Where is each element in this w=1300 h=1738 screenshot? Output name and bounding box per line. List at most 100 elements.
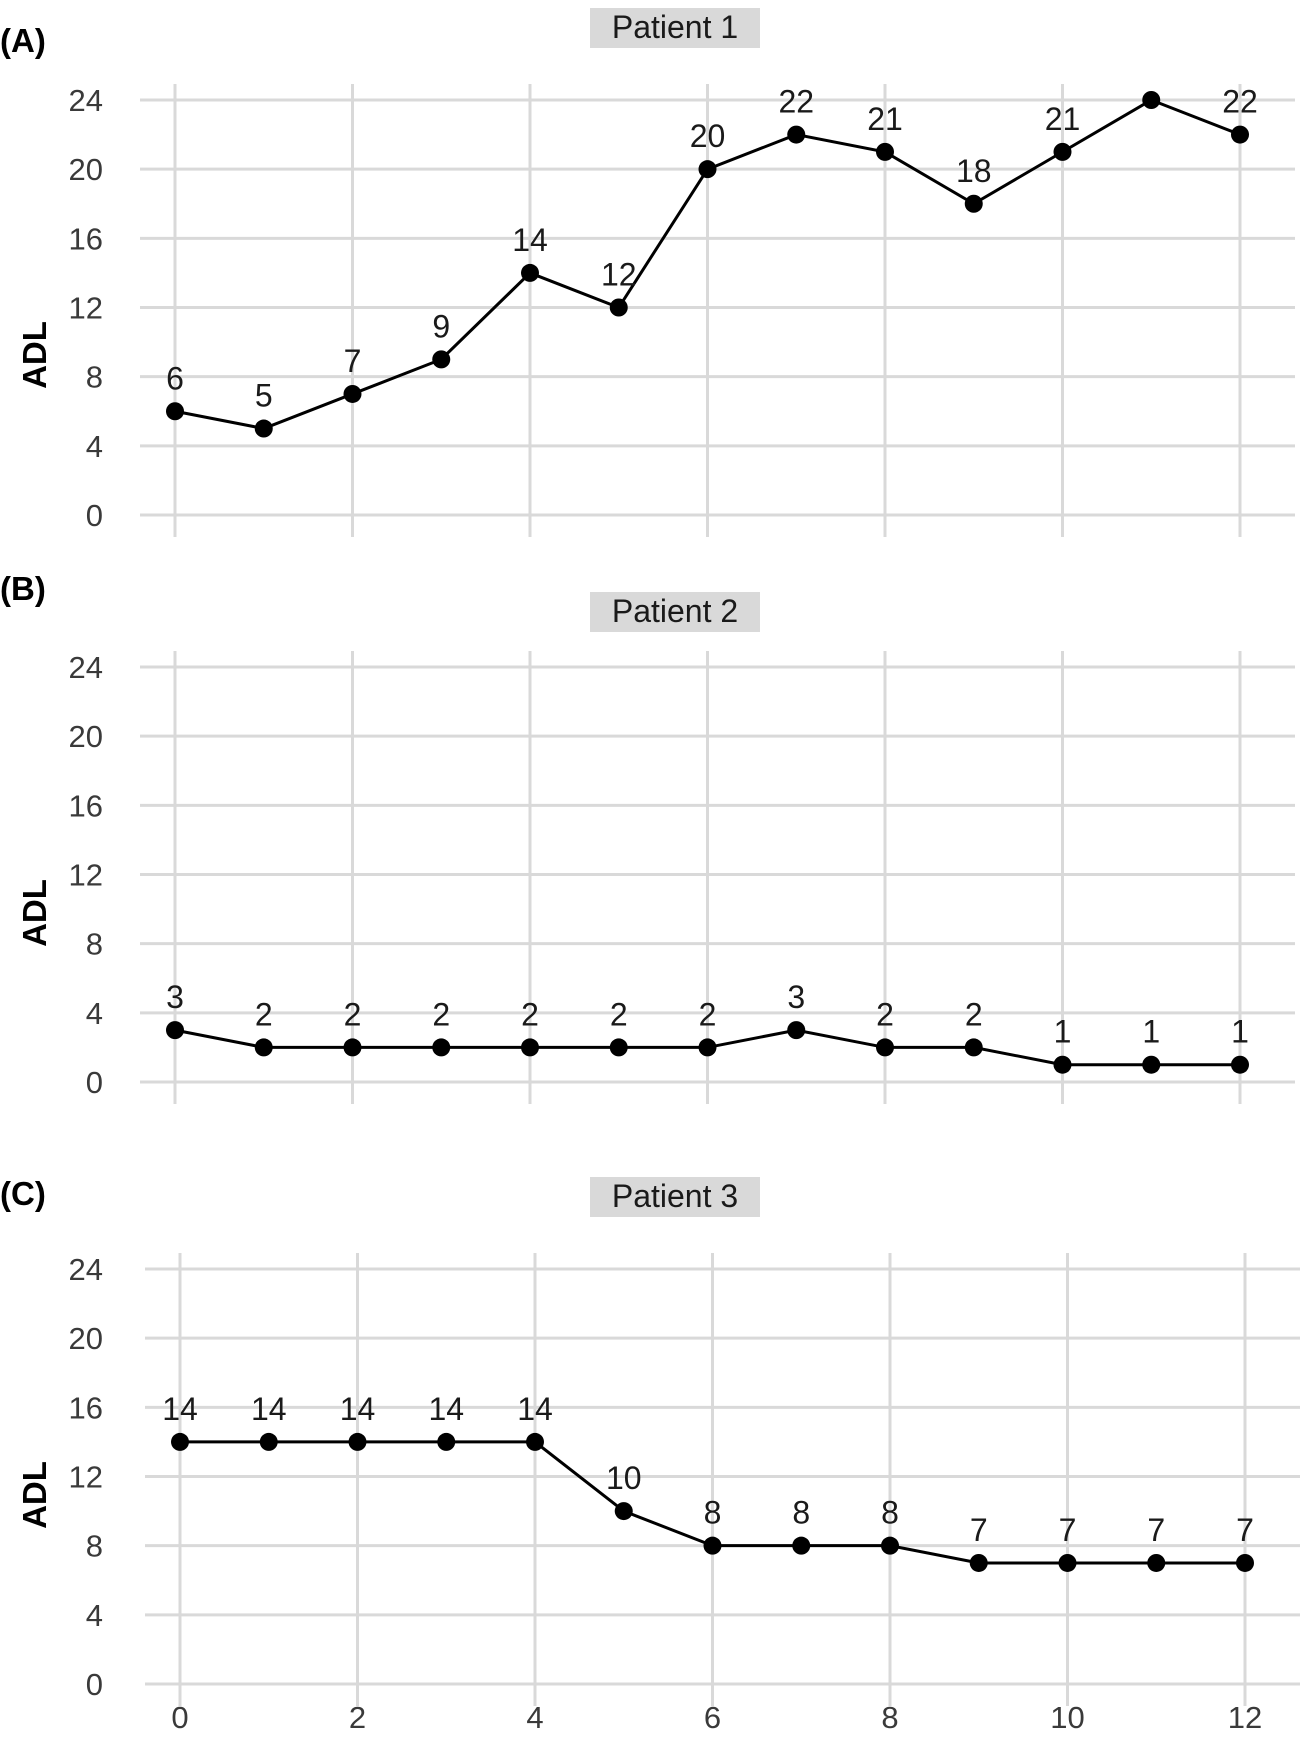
data-label: 6 — [166, 360, 184, 396]
data-label: 14 — [512, 222, 548, 258]
data-label: 18 — [956, 153, 992, 189]
y-tick-label: 12 — [69, 858, 103, 893]
data-label: 2 — [521, 996, 539, 1032]
data-label: 7 — [1147, 1512, 1165, 1548]
data-label: 2 — [432, 996, 450, 1032]
data-point — [521, 263, 539, 282]
x-tick-label: 2 — [349, 1700, 366, 1735]
data-label: 2 — [876, 996, 894, 1032]
data-point — [526, 1432, 544, 1451]
data-point — [171, 1432, 189, 1451]
y-tick-label: 16 — [69, 221, 103, 256]
data-label: 1 — [1231, 1014, 1249, 1050]
data-point — [437, 1432, 456, 1451]
y-tick-label: 24 — [69, 83, 103, 118]
data-point — [254, 1038, 273, 1057]
data-label: 1 — [1142, 1014, 1160, 1050]
data-point — [432, 350, 451, 369]
data-label: 2 — [344, 996, 362, 1032]
title-strip — [590, 592, 760, 632]
chart-title: Patient 2 — [612, 593, 738, 629]
data-point — [343, 1038, 362, 1057]
data-label: 14 — [517, 1391, 553, 1427]
data-point — [259, 1432, 278, 1451]
data-label: 12 — [601, 257, 637, 293]
data-label: 7 — [1236, 1512, 1254, 1548]
data-label: 2 — [610, 996, 628, 1032]
y-tick-label: 4 — [86, 1598, 103, 1633]
data-point — [614, 1502, 633, 1521]
data-label: 21 — [1045, 101, 1081, 137]
x-tick-label: 12 — [1228, 1700, 1262, 1735]
data-point — [1142, 1055, 1161, 1074]
y-tick-label: 8 — [86, 1529, 103, 1564]
data-point — [166, 1021, 184, 1040]
data-point — [703, 1536, 722, 1555]
y-tick-label: 20 — [69, 719, 103, 754]
data-point — [792, 1536, 811, 1555]
data-point — [1058, 1553, 1077, 1572]
y-tick-label: 4 — [86, 429, 103, 464]
data-label: 2 — [699, 996, 717, 1032]
panel-tag: (B) — [0, 570, 46, 607]
data-label: 1 — [1054, 1014, 1072, 1050]
y-tick-label: 0 — [86, 1065, 103, 1100]
data-label: 22 — [778, 84, 814, 120]
data-label: 14 — [251, 1391, 287, 1427]
data-point — [166, 402, 184, 421]
data-point — [1053, 1055, 1072, 1074]
y-tick-label: 4 — [86, 996, 103, 1031]
data-point — [787, 1021, 806, 1040]
data-point — [876, 142, 894, 161]
y-tick-label: 24 — [69, 1252, 103, 1287]
y-tick-label: 12 — [69, 1460, 103, 1495]
data-label: 7 — [970, 1512, 988, 1548]
y-tick-label: 8 — [86, 927, 103, 962]
data-label: 5 — [255, 378, 273, 414]
y-tick-label: 24 — [69, 650, 103, 685]
y-tick-label: 8 — [86, 360, 103, 395]
data-point — [432, 1038, 451, 1057]
data-point — [609, 298, 628, 317]
data-label: 3 — [166, 979, 184, 1015]
data-point — [254, 419, 273, 438]
y-axis-label: ADL — [16, 321, 53, 389]
data-point — [348, 1432, 367, 1451]
chart-title: Patient 1 — [612, 9, 738, 45]
data-point — [1053, 142, 1072, 161]
x-tick-label: 8 — [881, 1700, 898, 1735]
data-point — [881, 1536, 899, 1555]
y-tick-label: 20 — [69, 1321, 103, 1356]
data-label: 7 — [344, 343, 362, 379]
panel-tag: (A) — [0, 22, 46, 59]
y-tick-label: 0 — [86, 1667, 103, 1702]
data-point — [964, 1038, 983, 1057]
data-label: 14 — [340, 1391, 376, 1427]
data-point — [609, 1038, 628, 1057]
y-tick-label: 20 — [69, 152, 103, 187]
y-axis-label: ADL — [16, 1461, 53, 1529]
data-point — [1142, 91, 1161, 109]
x-tick-label: 0 — [171, 1700, 188, 1735]
data-label: 8 — [792, 1495, 810, 1531]
title-strip — [590, 1177, 760, 1217]
data-label: 3 — [787, 979, 805, 1015]
data-label: 22 — [1222, 84, 1258, 120]
data-label: 8 — [704, 1495, 722, 1531]
y-tick-label: 0 — [86, 498, 103, 533]
data-point — [1231, 125, 1249, 144]
data-point — [964, 194, 983, 213]
panel-tag: (C) — [0, 1175, 46, 1212]
data-point — [343, 384, 362, 403]
y-tick-label: 12 — [69, 291, 103, 326]
data-label: 20 — [690, 118, 726, 154]
data-point — [876, 1038, 894, 1057]
x-tick-label: 4 — [526, 1700, 543, 1735]
y-axis-label: ADL — [16, 879, 53, 947]
data-point — [521, 1038, 539, 1057]
chart-title: Patient 3 — [612, 1178, 738, 1214]
data-label: 9 — [432, 308, 450, 344]
data-point — [698, 1038, 717, 1057]
data-label: 8 — [881, 1495, 899, 1531]
